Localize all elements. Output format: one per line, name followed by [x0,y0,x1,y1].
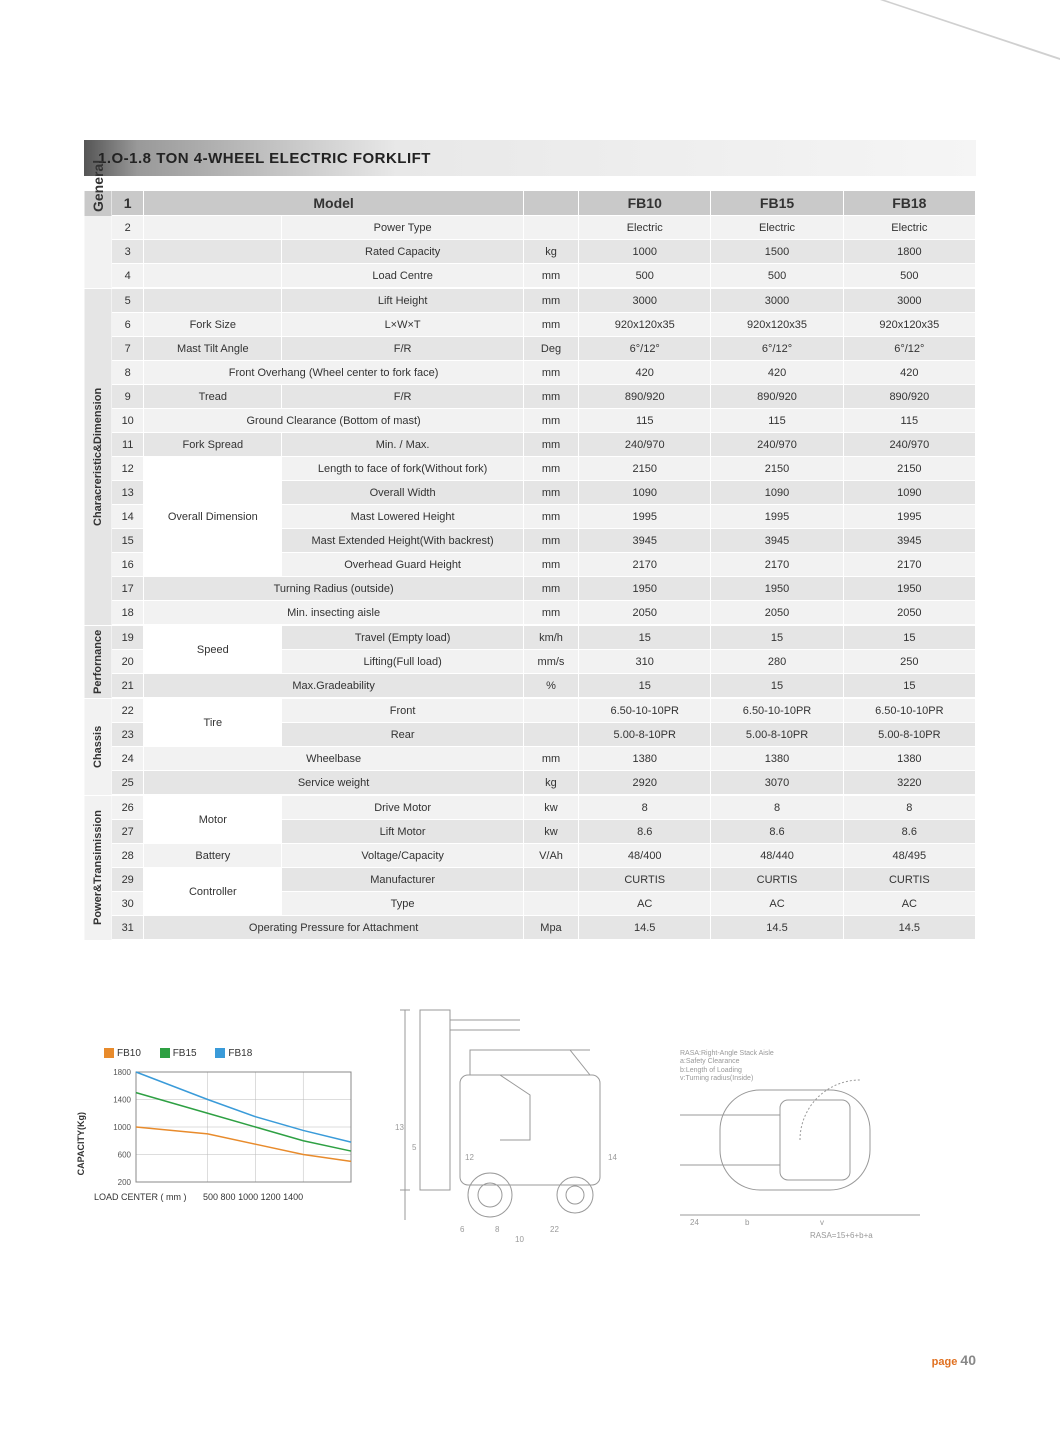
section-header [84,216,112,288]
legend-fb15: FB15 [173,1048,197,1059]
dim-22: 22 [550,1225,559,1234]
svg-text:1000: 1000 [113,1123,131,1132]
chart-legend: FB10 FB15 FB18 [84,1048,364,1059]
dim-14: 14 [608,1153,617,1162]
dim-b: b [745,1218,750,1227]
header-c2: FB15 [711,191,843,216]
dimensional-diagrams: 13 5 12 14 6 8 22 10 24 b v RASA=15+6+b+… [390,1000,976,1240]
table-row: 28BatteryVoltage/CapacityV/Ah48/40048/44… [84,844,976,868]
page-title: 1.O-1.8 TON 4-WHEEL ELECTRIC FORKLIFT [98,150,431,167]
page-label: page [932,1356,958,1368]
dim-5: 5 [412,1143,417,1152]
section-header: Characreristic&Dimension [84,289,112,625]
chart-ylabel: CAPACITY(Kg) [76,1112,86,1175]
svg-text:1400: 1400 [113,1096,131,1105]
header-c1: FB10 [579,191,711,216]
table-row: 31Operating Pressure for AttachmentMpa14… [84,916,976,940]
table-row: 11Fork SpreadMin. / Max.mm240/970240/970… [84,433,976,457]
header-model: Model [144,191,524,216]
table-row: 8Front Overhang (Wheel center to fork fa… [84,361,976,385]
dim-12: 12 [465,1153,474,1162]
spec-table: General 1 Model FB10 FB15 FB18 2Power Ty… [84,190,976,940]
table-row: 18Min. insecting aislemm205020502050 [84,601,976,625]
fn-a: a:Safety Clearance [680,1058,774,1066]
chart-xlabel: LOAD CENTER ( mm ) [94,1192,187,1202]
table-row: 6Fork SizeL×W×Tmm920x120x35920x120x35920… [84,313,976,337]
section-header: Chassis [84,699,112,795]
table-row: 2Power TypeElectricElectricElectric [84,216,976,240]
forklift-diagram: 13 5 12 14 6 8 22 10 24 b v RASA=15+6+b+… [390,1000,960,1250]
table-row: 12Overall DimensionLength to face of for… [84,457,976,481]
capacity-chart: FB10 FB15 FB18 CAPACITY(Kg) 200600100014… [84,1048,364,1202]
svg-text:600: 600 [118,1151,132,1160]
header-c3: FB18 [843,191,975,216]
section-general: General [84,191,112,216]
table-row: Chassis22TireFront6.50-10-10PR6.50-10-10… [84,699,976,723]
table-row: 21Max.Gradeability%151515 [84,674,976,698]
table-row: 29ControllerManufacturerCURTISCURTISCURT… [84,868,976,892]
chart-svg: 200 600 1000 1400 1800 [96,1067,356,1187]
legend-fb10: FB10 [117,1048,141,1059]
table-row: Characreristic&Dimension5Lift Heightmm30… [84,289,976,313]
svg-text:200: 200 [118,1178,132,1187]
table-row: 25Service weightkg292030703220 [84,771,976,795]
page-number: 40 [960,1352,976,1368]
dim-24: 24 [690,1218,699,1227]
fn-b: b:Length of Loading [680,1067,774,1075]
rownum: 1 [112,191,144,216]
table-row: 10Ground Clearance (Bottom of mast)mm115… [84,409,976,433]
table-row: 4Load Centremm500500500 [84,264,976,288]
table-row: 3Rated Capacitykg100015001800 [84,240,976,264]
dim-10: 10 [515,1235,524,1244]
svg-text:1800: 1800 [113,1068,131,1077]
title-bar: 1.O-1.8 TON 4-WHEEL ELECTRIC FORKLIFT [84,140,976,176]
dim-8: 8 [495,1225,500,1234]
page-footer: page 40 [932,1352,976,1368]
dim-6: 6 [460,1225,465,1234]
table-row: 24Wheelbasemm138013801380 [84,747,976,771]
table-row: Perfornance19SpeedTravel (Empty load)km/… [84,626,976,650]
fn-v: v:Turning radius(Inside) [680,1075,774,1083]
legend-fb18: FB18 [228,1048,252,1059]
table-row: 9TreadF/Rmm890/920890/920890/920 [84,385,976,409]
table-row: Power&Transimission26MotorDrive Motorkw8… [84,796,976,820]
dim-v: v [820,1218,824,1227]
section-header: Power&Transimission [84,796,112,940]
dim-13: 13 [395,1123,404,1132]
rasa-formula: RASA=15+6+b+a [810,1231,873,1240]
table-row: 7Mast Tilt AngleF/RDeg6°/12°6°/12°6°/12° [84,337,976,361]
table-row: 17Turning Radius (outside)mm195019501950 [84,577,976,601]
diagram-footnotes: RASA:Right-Angle Stack Aisle a:Safety Cl… [680,1050,774,1084]
fn-rasa: RASA:Right-Angle Stack Aisle [680,1050,774,1058]
section-header: Perfornance [84,626,112,698]
